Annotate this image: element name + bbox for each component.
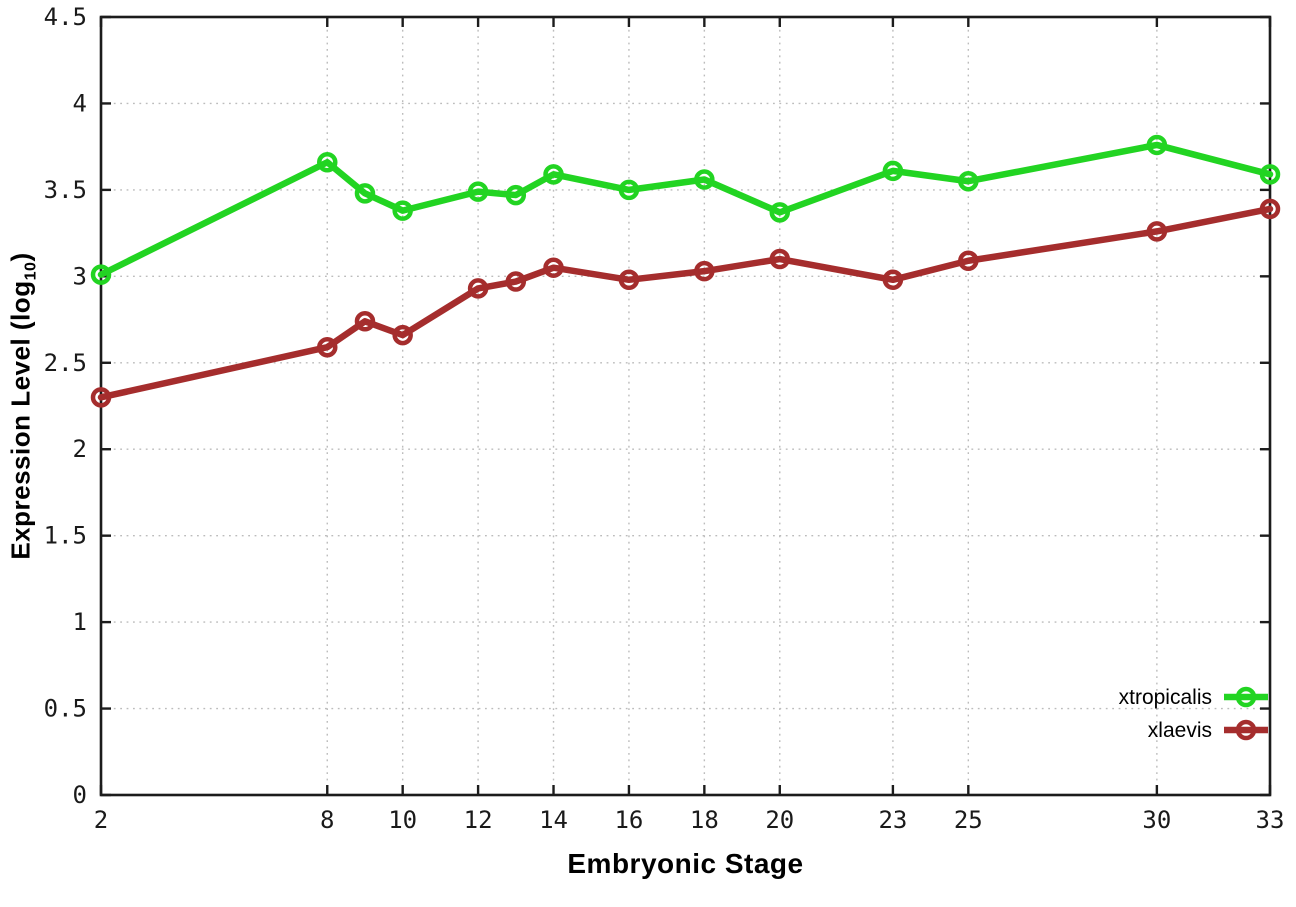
x-tick-label: 23	[878, 806, 907, 834]
x-tick-label: 30	[1142, 806, 1171, 834]
data-point-xlaevis	[1146, 221, 1168, 242]
data-point-xlaevis	[882, 269, 904, 291]
y-tick-label: 2.5	[44, 349, 87, 377]
data-point-xlaevis	[392, 324, 413, 346]
data-point-xlaevis	[317, 336, 338, 358]
x-tick-label: 25	[954, 806, 983, 834]
data-point-xtropicalis	[543, 164, 564, 185]
data-point-xlaevis	[354, 311, 376, 332]
data-point-xtropicalis	[882, 160, 904, 182]
data-point-xlaevis	[769, 248, 791, 270]
x-tick-label: 10	[388, 806, 417, 834]
data-point-xlaevis	[90, 387, 112, 408]
x-tick-label: 33	[1256, 806, 1285, 834]
data-point-xlaevis	[694, 260, 715, 282]
data-point-xlaevis	[1259, 198, 1281, 220]
x-tick-label: 12	[464, 806, 493, 834]
legend-label-xtropicalis: xtropicalis	[1118, 685, 1212, 709]
series-line-xtropicalis	[97, 141, 1274, 278]
data-point-xtropicalis	[354, 183, 376, 204]
y-tick-label: 4.5	[44, 3, 87, 31]
data-point-xtropicalis	[392, 200, 413, 221]
data-point-xtropicalis	[958, 170, 979, 192]
y-tick-label: 1	[73, 608, 87, 636]
y-axis-title-subscript: 10	[21, 261, 40, 281]
y-tick-label: 0	[73, 781, 87, 809]
y-axis-title-suffix: )	[5, 252, 36, 262]
data-point-xlaevis	[618, 269, 640, 291]
data-point-xtropicalis	[90, 264, 112, 285]
y-tick-label: 0.5	[44, 695, 87, 723]
data-point-xtropicalis	[769, 202, 791, 223]
legend-item-xlaevis: xlaevis	[1148, 716, 1270, 744]
x-tick-label: 14	[539, 806, 568, 834]
data-point-xtropicalis	[1259, 164, 1281, 185]
plot-border	[99, 15, 1272, 797]
data-point-xtropicalis	[1146, 134, 1168, 156]
legend-label-xlaevis: xlaevis	[1147, 718, 1212, 742]
data-point-xlaevis	[505, 271, 527, 292]
y-tick-label: 1.5	[44, 522, 87, 550]
y-tick-label: 2	[73, 435, 87, 463]
legend-marker-xtropicalis-icon	[1224, 686, 1268, 708]
y-tick-label: 3	[73, 262, 87, 290]
data-point-xtropicalis	[467, 181, 489, 202]
data-point-xlaevis	[958, 250, 979, 272]
x-tick-label: 16	[614, 806, 643, 834]
y-tick-label: 4	[73, 89, 87, 117]
x-tick-label: 20	[765, 806, 794, 834]
data-point-xtropicalis	[317, 151, 338, 173]
legend-item-xtropicalis: xtropicalis	[1119, 683, 1270, 711]
x-axis-title: Embryonic Stage	[567, 848, 804, 879]
y-axis-title: Expression Level (log10)	[5, 252, 40, 559]
data-point-xlaevis	[467, 278, 489, 299]
x-tick-label: 8	[320, 806, 334, 834]
data-point-xtropicalis	[618, 179, 640, 201]
y-axis-title-text: Expression Level (log	[5, 280, 36, 560]
data-point-xlaevis	[543, 257, 564, 278]
data-point-xtropicalis	[505, 184, 527, 206]
series-line-xlaevis	[97, 205, 1274, 401]
legend: xtropicalis xlaevis	[1119, 683, 1270, 744]
x-tick-label: 2	[94, 806, 108, 834]
y-tick-label: 3.5	[44, 176, 87, 204]
data-point-xtropicalis	[694, 169, 715, 190]
x-tick-label: 18	[690, 806, 719, 834]
legend-marker-xlaevis-icon	[1224, 719, 1268, 741]
